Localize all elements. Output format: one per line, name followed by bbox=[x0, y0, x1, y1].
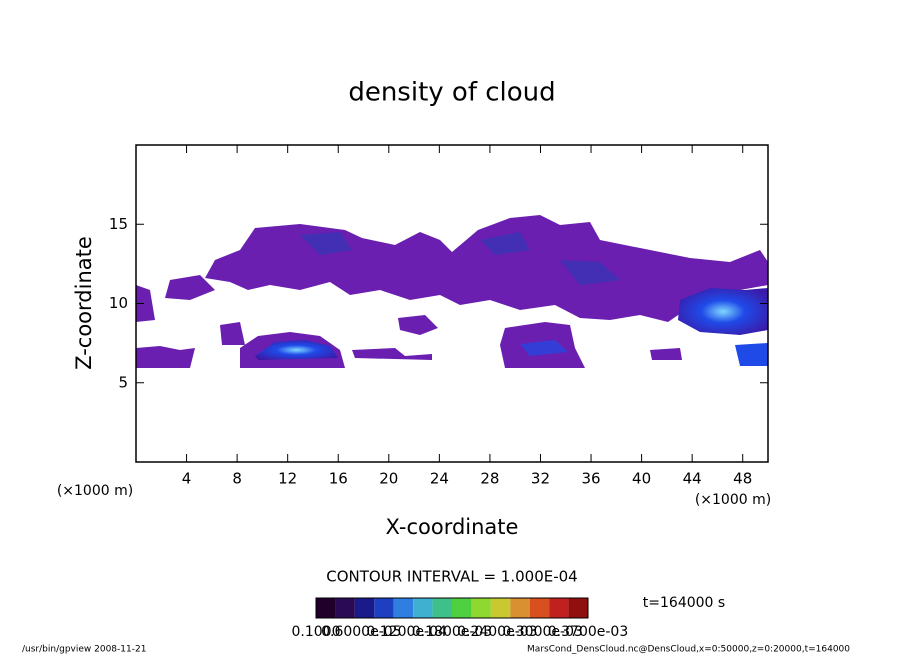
colorbar-label: 0.2400e-03 bbox=[457, 624, 537, 640]
colorbar-segment bbox=[471, 598, 491, 618]
x-tick-label: 40 bbox=[632, 470, 651, 488]
colorbar-label: 0.1200e-04 bbox=[366, 624, 447, 640]
y-tick-label: 10 bbox=[109, 294, 128, 312]
x-tick-label: 16 bbox=[329, 470, 348, 488]
colorbar-label: 0.6000e-05 bbox=[321, 624, 401, 640]
colorbar-frame bbox=[315, 597, 589, 619]
x-tick-label: 44 bbox=[683, 470, 702, 488]
colorbar-label: 0.1800e-03 bbox=[412, 624, 492, 640]
x-axis-label: X-coordinate bbox=[386, 515, 519, 539]
contour-interval: CONTOUR INTERVAL = 1.000E-04 bbox=[326, 568, 577, 586]
colorbar-segment bbox=[413, 598, 433, 618]
colorbar-segment bbox=[432, 598, 452, 618]
y-unit: (×1000 m) bbox=[57, 483, 133, 499]
colorbar-segment bbox=[335, 598, 355, 618]
colorbar-segment bbox=[529, 598, 550, 618]
colorbar-label: 0.3700e-03 bbox=[548, 624, 628, 640]
colorbar-segment bbox=[510, 598, 530, 618]
x-tick-label: 20 bbox=[379, 470, 398, 488]
colorbar-segment bbox=[452, 598, 472, 618]
y-tick-label: 15 bbox=[109, 215, 128, 233]
x-unit: (×1000 m) bbox=[695, 492, 771, 508]
chart-title: density of cloud bbox=[348, 78, 555, 108]
colorbar-segment bbox=[568, 598, 588, 618]
colorbar: 0.10000.6000e-050.1200e-040.1800e-030.24… bbox=[292, 597, 628, 640]
x-tick-label: 24 bbox=[430, 470, 449, 488]
colorbar-segment bbox=[393, 598, 414, 618]
colorbar-segment bbox=[374, 598, 394, 618]
colorbar-segment bbox=[490, 598, 511, 618]
x-tick-label: 8 bbox=[232, 470, 242, 488]
x-tick-label: 32 bbox=[531, 470, 550, 488]
x-tick-label: 12 bbox=[278, 470, 297, 488]
footer-left: /usr/bin/gpview 2008-11-21 bbox=[22, 645, 146, 654]
x-tick-label: 36 bbox=[581, 470, 600, 488]
colorbar-segment bbox=[354, 598, 375, 618]
colorbar-label: 0.3000e-03 bbox=[502, 624, 582, 640]
colorbar-segment bbox=[549, 598, 569, 618]
footer-right: MarsCond_DensCloud.nc@DensCloud,x=0:5000… bbox=[527, 645, 850, 654]
x-tick-label: 28 bbox=[480, 470, 499, 488]
colorbar-label: 0.1000 bbox=[292, 624, 341, 640]
colorbar-segment bbox=[316, 598, 336, 618]
y-axis-label: Z-coordinate bbox=[72, 236, 96, 370]
cloud-field bbox=[136, 215, 768, 368]
time-label: t=164000 s bbox=[643, 595, 725, 611]
x-tick-label: 48 bbox=[733, 470, 752, 488]
y-tick-label: 5 bbox=[118, 373, 128, 391]
x-tick-label: 4 bbox=[182, 470, 192, 488]
